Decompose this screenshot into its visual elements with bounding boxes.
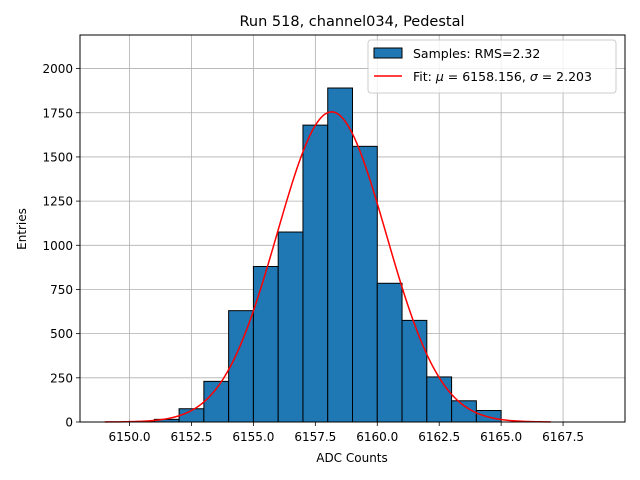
histogram-bar [426, 376, 453, 423]
fit-curve [104, 111, 551, 423]
y-tick-label: 1250 [42, 195, 73, 209]
x-tick-label: 6155.0 [232, 430, 274, 444]
histogram-bar [203, 380, 230, 423]
y-axis-ticks: 0 250 500 750 1000 1250 1500 1750 2000 [42, 62, 80, 430]
legend-label-samples: Samples: RMS=2.32 [413, 46, 540, 61]
legend-fit-sigma-symbol: σ [530, 69, 539, 84]
legend-fit-sigma-value: = 2.203 [538, 69, 592, 84]
x-tick-label: 6167.5 [542, 430, 584, 444]
y-tick-label: 2000 [42, 62, 73, 76]
legend-label-fit: Fit: μ = 6158.156, σ = 2.203 [413, 69, 592, 84]
histogram-bar [252, 265, 279, 423]
y-tick-label: 500 [50, 327, 73, 341]
fit-curve-group [104, 111, 551, 423]
legend-swatch-samples [373, 47, 403, 59]
legend-fit-mu-value: = 6158.156, [444, 69, 530, 84]
x-tick-label: 6162.5 [418, 430, 460, 444]
histogram-bar [376, 282, 403, 423]
y-tick-label: 1750 [42, 106, 73, 120]
y-axis-label: Entries [15, 208, 29, 250]
histogram-bar [228, 310, 254, 423]
y-tick-label: 1500 [42, 150, 73, 164]
x-tick-label: 6157.5 [294, 430, 336, 444]
y-tick-label: 250 [50, 371, 73, 385]
x-tick-label: 6160.0 [356, 430, 398, 444]
y-tick-label: 750 [50, 283, 73, 297]
histogram-bar [277, 231, 304, 423]
y-tick-label: 0 [65, 416, 73, 430]
histogram-bar [352, 145, 378, 423]
axes-frame [79, 34, 626, 423]
x-tick-label: 6150.0 [109, 430, 151, 444]
x-tick-label: 6152.5 [170, 430, 212, 444]
histogram-bar [475, 410, 502, 423]
histogram-bar [302, 124, 329, 423]
x-axis-label: ADC Counts [316, 451, 388, 465]
histogram-bar [327, 87, 353, 423]
legend-box [367, 39, 617, 94]
y-tick-label: 1000 [42, 239, 73, 253]
x-tick-label: 6165.0 [480, 430, 522, 444]
legend: Samples: RMS=2.32 Fit: μ = 6158.156, σ =… [367, 39, 617, 94]
histogram-bar [401, 319, 428, 423]
legend-fit-prefix: Fit: [413, 69, 436, 84]
chart-title: Run 518, channel034, Pedestal [239, 14, 464, 30]
legend-fit-mu-symbol: μ [435, 69, 444, 84]
x-axis-ticks: 6150.0 6152.5 6155.0 6157.5 6160.0 6162.5 6165… [109, 422, 584, 444]
